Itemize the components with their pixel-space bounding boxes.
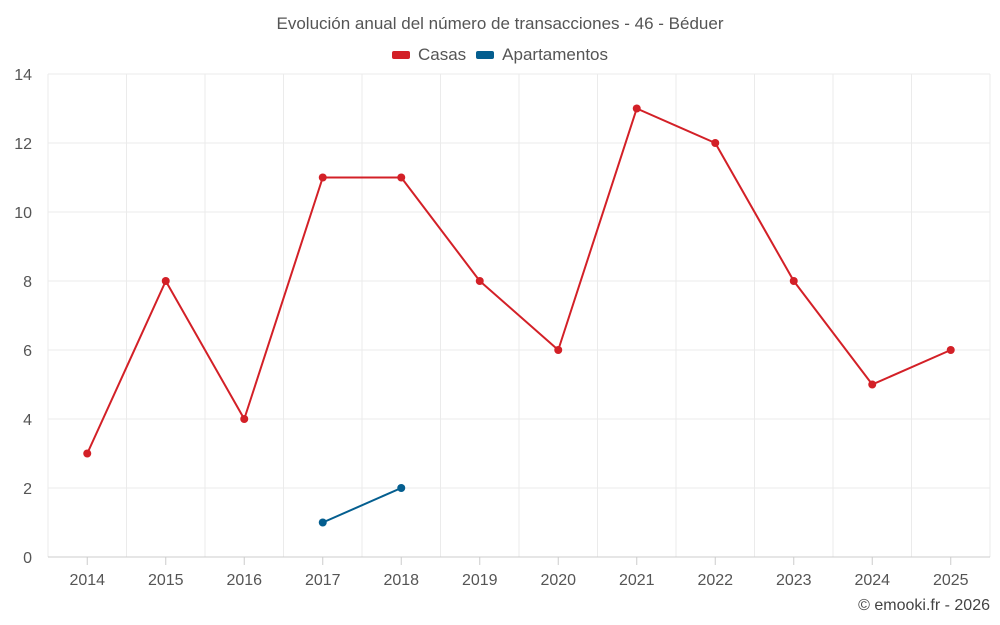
legend-swatch-apartamentos (476, 51, 495, 59)
data-point-casas (789, 277, 798, 285)
data-point-casas (475, 277, 484, 285)
x-tick-label: 2014 (69, 572, 105, 589)
data-point-apartamentos (397, 484, 406, 492)
x-tick-label: 2016 (226, 572, 262, 589)
y-tick-label: 12 (14, 136, 32, 153)
x-tick-label: 2018 (383, 572, 419, 589)
legend-swatch-casas (391, 51, 410, 59)
series-line-apartamentos (322, 487, 402, 524)
x-tick-label: 2023 (776, 572, 812, 589)
x-tick-label: 2025 (933, 572, 969, 589)
x-tick-label: 2017 (305, 572, 341, 589)
legend: Casas Apartamentos (0, 45, 1000, 65)
data-point-casas (946, 346, 955, 354)
legend-item-casas[interactable]: Casas (391, 45, 467, 65)
legend-item-apartamentos[interactable]: Apartamentos (476, 45, 608, 65)
x-tick-label: 2024 (854, 572, 890, 589)
x-tick-label: 2019 (462, 572, 498, 589)
data-point-casas (318, 173, 327, 182)
chart-title: Evolución anual del número de transaccio… (276, 14, 724, 33)
y-tick-label: 8 (23, 274, 32, 291)
y-tick-label: 14 (14, 67, 32, 84)
y-tick-label: 10 (14, 205, 32, 222)
credit-text: © emooki.fr - 2026 (858, 597, 990, 614)
data-point-casas (397, 173, 406, 182)
x-tick-label: 2021 (619, 572, 655, 589)
data-point-casas (711, 139, 720, 147)
series-line-casas (86, 107, 952, 454)
x-tick-label: 2020 (540, 572, 576, 589)
x-tick-label: 2015 (148, 572, 184, 589)
y-tick-label: 0 (23, 550, 32, 567)
data-point-casas (161, 277, 170, 285)
y-tick-label: 4 (23, 412, 32, 429)
data-point-casas (868, 380, 877, 389)
y-tick-label: 6 (23, 343, 32, 360)
y-tick-label: 2 (23, 481, 32, 498)
data-point-apartamentos (318, 518, 327, 527)
data-point-casas (554, 346, 563, 354)
data-point-casas (240, 415, 249, 423)
x-tick-label: 2022 (697, 572, 733, 589)
data-point-casas (632, 104, 641, 113)
legend-label-apartamentos: Apartamentos (502, 45, 609, 64)
data-point-casas (83, 449, 92, 458)
legend-label-casas: Casas (417, 45, 467, 64)
